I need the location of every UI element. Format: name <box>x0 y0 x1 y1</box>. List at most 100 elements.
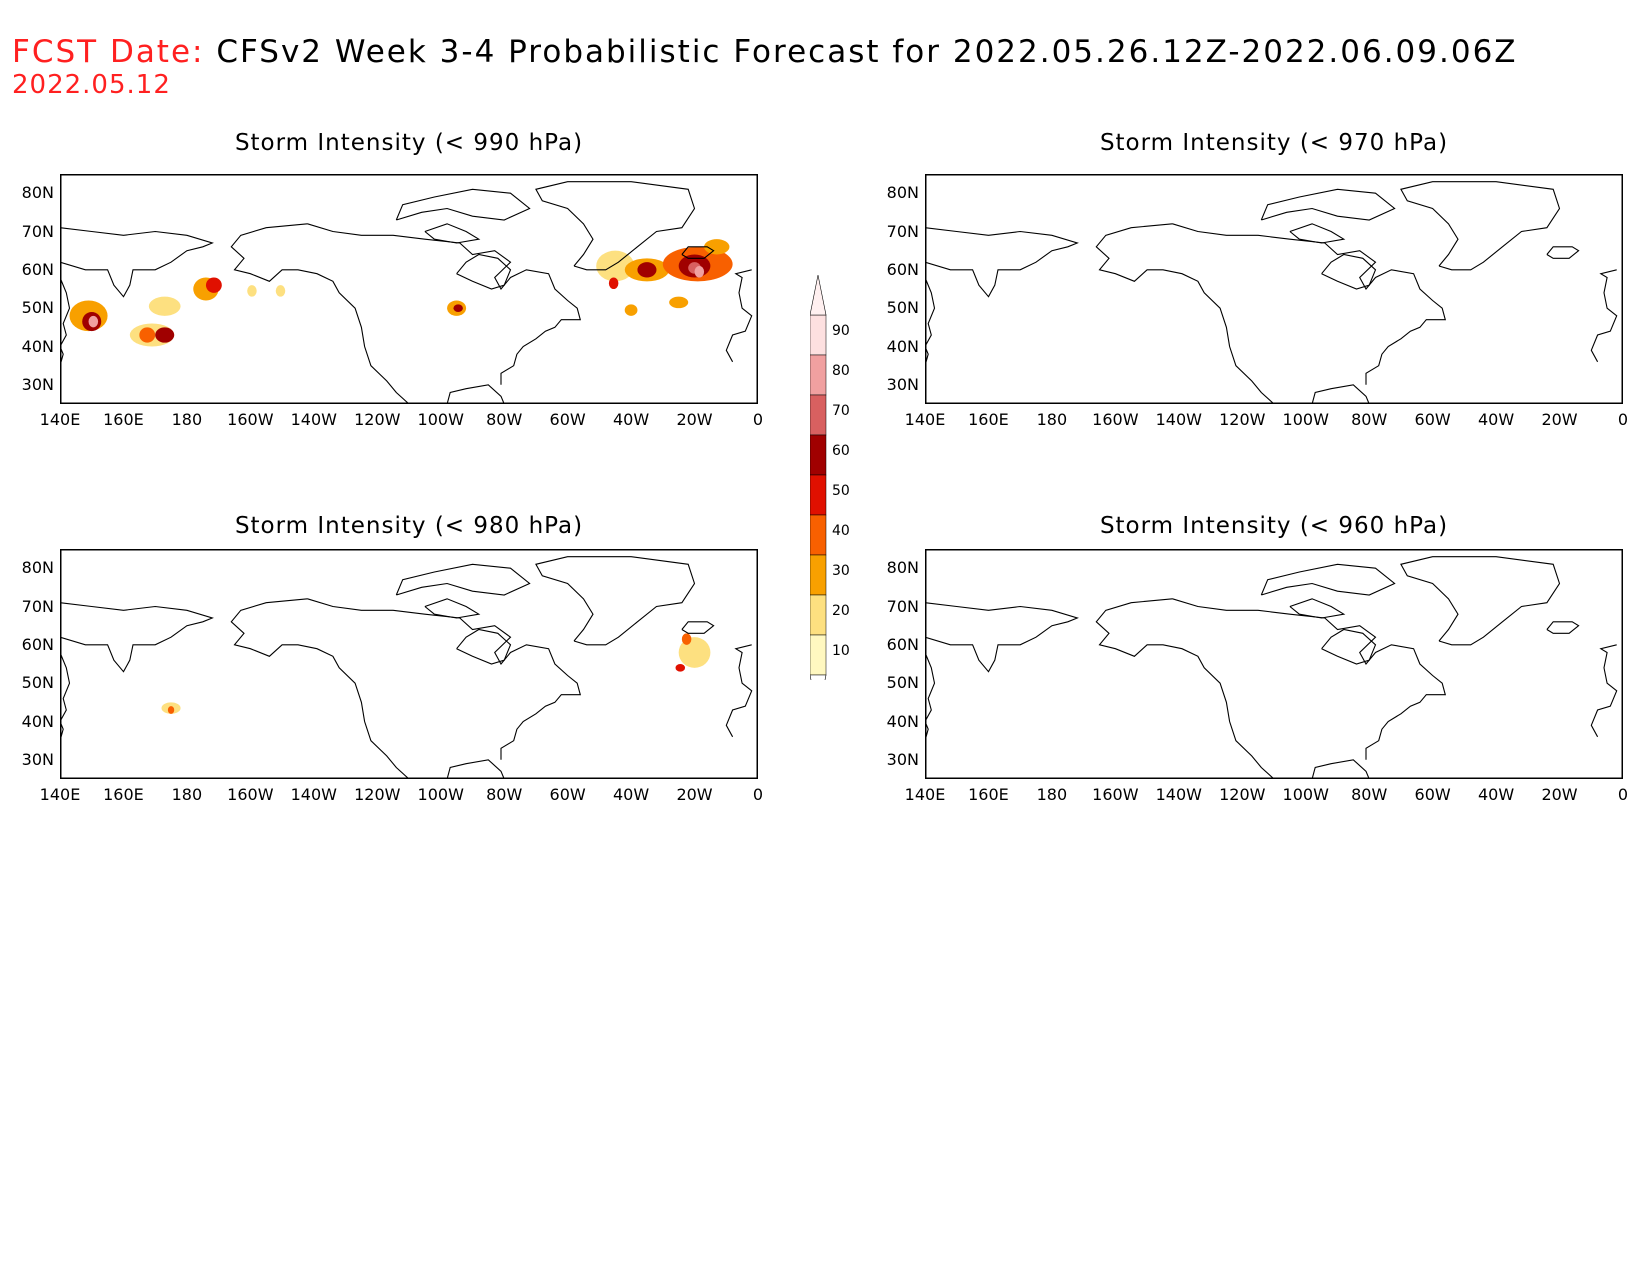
colorbar-tick-label: 40 <box>832 523 850 539</box>
map-panel-960 <box>925 549 1623 779</box>
coastline <box>446 384 505 404</box>
coastline <box>60 602 214 673</box>
coastline <box>535 556 696 646</box>
lon-tick-label: 160E <box>968 785 1009 804</box>
coastline <box>1095 598 1275 779</box>
map-panel-980 <box>60 549 758 779</box>
probability-shade <box>453 304 463 312</box>
coastline <box>1321 253 1377 290</box>
lat-tick-label: 30N <box>21 374 54 394</box>
map-canvas <box>925 174 1623 404</box>
coastline <box>535 181 696 271</box>
lon-tick-label: 60W <box>549 410 586 429</box>
coastline <box>424 598 481 619</box>
lon-tick-label: 20W <box>1541 785 1578 804</box>
lon-tick-label: 120W <box>354 785 401 804</box>
lon-tick-label: 120W <box>1219 785 1266 804</box>
lon-tick-label: 100W <box>1282 785 1329 804</box>
lon-tick-label: 180 <box>171 410 203 429</box>
lon-tick-label: 80W <box>1351 410 1388 429</box>
lat-tick-label: 60N <box>21 634 54 654</box>
colorbar-tick-label: 30 <box>832 563 850 579</box>
lat-tick-label: 40N <box>21 711 54 731</box>
coastline <box>1590 269 1618 363</box>
coastline <box>307 223 582 385</box>
coastline <box>395 563 531 596</box>
coastline <box>230 598 410 779</box>
lon-tick-label: 60W <box>1414 410 1451 429</box>
lat-tick-label: 40N <box>886 711 919 731</box>
lat-tick-label: 80N <box>21 558 54 578</box>
probability-shade <box>694 266 705 278</box>
lon-tick-label: 40W <box>612 785 650 804</box>
lon-tick-label: 100W <box>417 785 464 804</box>
lon-tick-label: 40W <box>1477 410 1515 429</box>
probability-shade <box>139 327 156 343</box>
coastline <box>1095 223 1275 404</box>
lon-tick-label: 0 <box>752 410 764 429</box>
coastline <box>925 652 936 722</box>
probability-shade <box>608 277 619 289</box>
colorbar-tick-label: 60 <box>832 443 850 459</box>
lat-tick-label: 60N <box>886 634 919 654</box>
colorbar-tick-label: 20 <box>832 603 850 619</box>
colorbar-tick-label: 10 <box>832 643 850 659</box>
lat-tick-label: 80N <box>886 558 919 578</box>
probability-shade <box>669 296 689 309</box>
lat-tick-label: 70N <box>886 221 919 241</box>
probability-shade <box>637 262 657 278</box>
panel-title-970: Storm Intensity (< 970 hPa) <box>1099 130 1449 156</box>
probability-shade <box>275 285 286 297</box>
lon-tick-label: 60W <box>1414 785 1451 804</box>
lon-tick-label: 20W <box>676 785 713 804</box>
lat-tick-label: 80N <box>21 183 54 203</box>
probability-shade <box>675 664 686 672</box>
colorbar-swatch <box>810 354 827 396</box>
map-canvas <box>925 549 1623 779</box>
lat-tick-label: 50N <box>21 298 54 318</box>
coastline <box>60 277 71 347</box>
lon-tick-label: 160W <box>227 410 274 429</box>
lat-tick-label: 50N <box>886 298 919 318</box>
lat-tick-label: 30N <box>886 749 919 769</box>
colorbar-swatch <box>810 394 827 436</box>
lon-tick-label: 140W <box>290 410 337 429</box>
lon-tick-label: 160E <box>968 410 1009 429</box>
map-frame <box>60 549 758 779</box>
lon-tick-label: 80W <box>1351 785 1388 804</box>
lon-tick-label: 140W <box>1155 410 1202 429</box>
coastline <box>1590 644 1618 738</box>
lat-tick-label: 50N <box>21 673 54 693</box>
coastline <box>925 277 936 347</box>
probability-shade <box>88 315 99 328</box>
colorbar <box>810 274 827 680</box>
lon-tick-label: 140E <box>39 410 81 429</box>
coastline <box>1172 598 1447 760</box>
coastline <box>925 227 1079 298</box>
colorbar-swatch <box>810 634 827 676</box>
lon-tick-label: 120W <box>354 410 401 429</box>
lon-tick-label: 140E <box>904 410 946 429</box>
lon-tick-label: 140W <box>290 785 337 804</box>
lon-tick-label: 180 <box>1036 785 1068 804</box>
probability-shade <box>167 706 175 714</box>
lat-tick-label: 70N <box>886 596 919 616</box>
lat-tick-label: 60N <box>21 259 54 279</box>
lat-tick-label: 70N <box>21 596 54 616</box>
coastline <box>725 644 753 738</box>
coastline <box>725 269 753 363</box>
lon-tick-label: 160E <box>103 410 144 429</box>
colorbar-swatch <box>810 434 827 476</box>
coastline <box>1289 598 1346 619</box>
colorbar-tick-label: 90 <box>832 323 850 339</box>
coastline <box>230 223 410 404</box>
lat-tick-label: 40N <box>886 336 919 356</box>
forecast-date-label: FCST Date: <box>12 34 205 70</box>
lon-tick-label: 60W <box>549 785 586 804</box>
colorbar-top-arrow <box>810 274 827 316</box>
colorbar-bottom-arrow <box>810 674 827 680</box>
forecast-title: CFSv2 Week 3-4 Probabilistic Forecast fo… <box>216 34 1518 70</box>
lon-tick-label: 180 <box>171 785 203 804</box>
lon-tick-label: 0 <box>752 785 764 804</box>
colorbar-swatch <box>810 514 827 556</box>
